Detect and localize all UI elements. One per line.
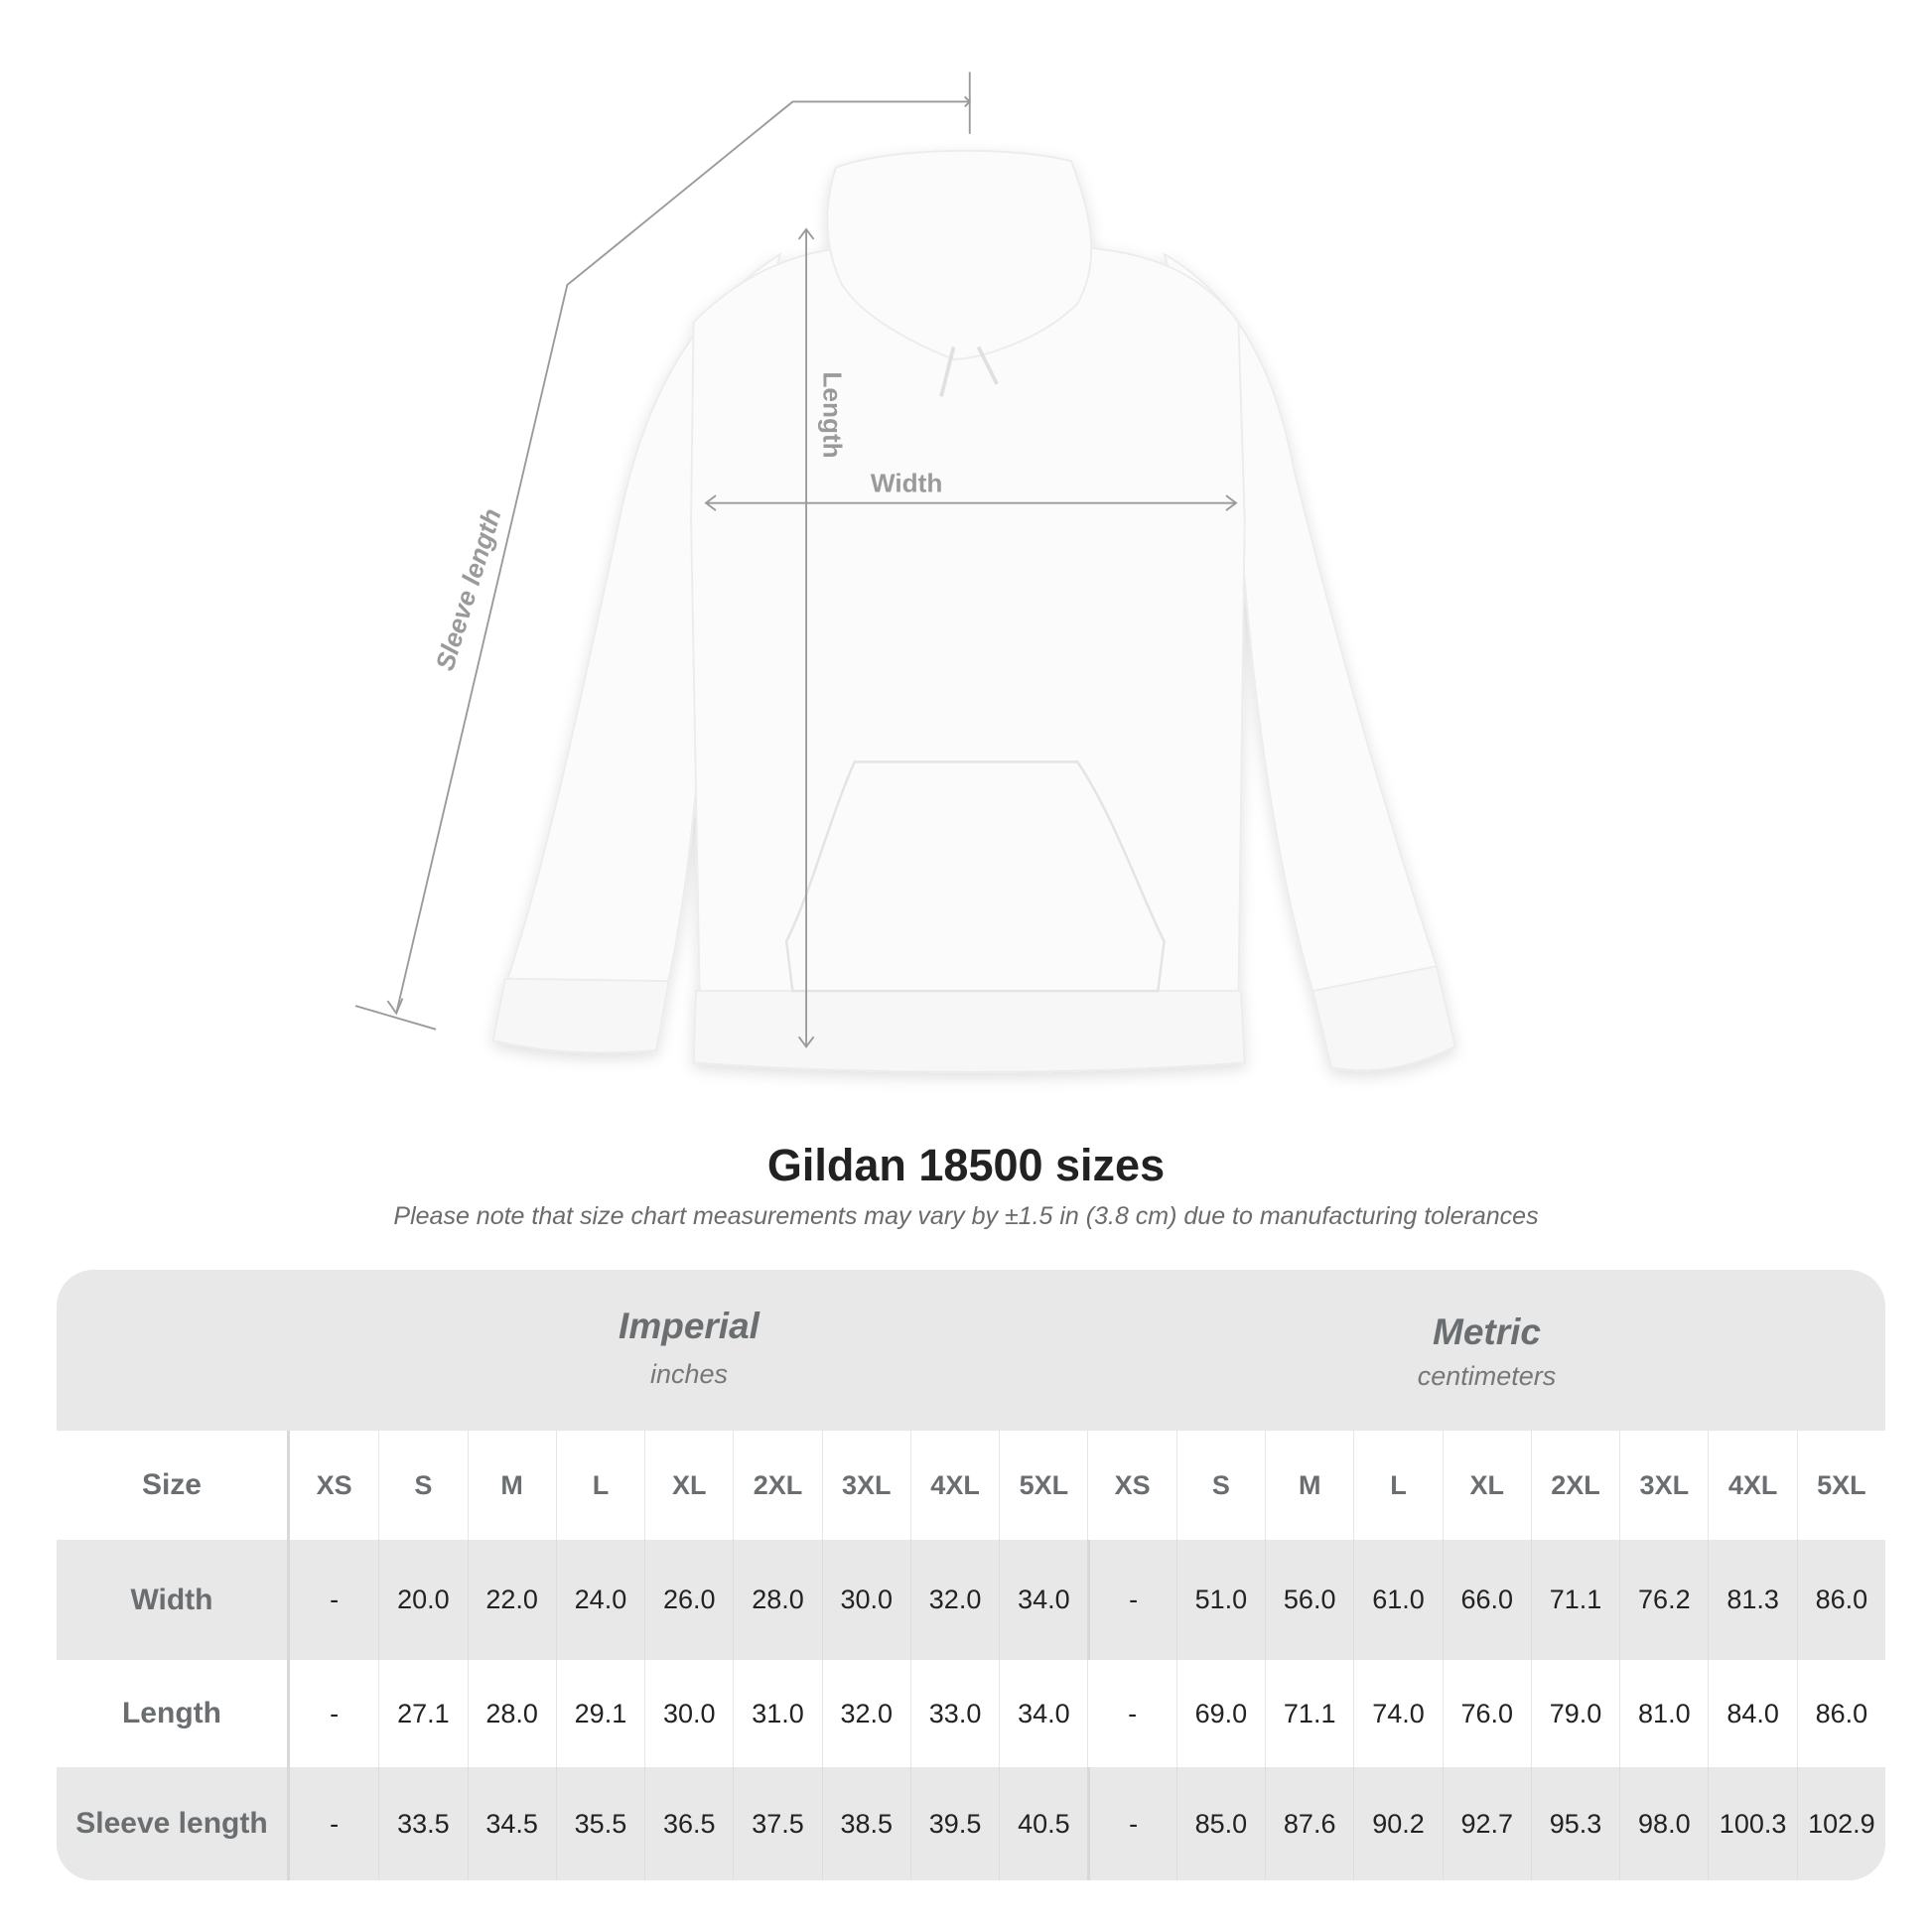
imperial-value-cell: 22.0	[467, 1540, 556, 1660]
metric-size-header: S	[1175, 1431, 1265, 1540]
metric-value-cell: 51.0	[1175, 1540, 1265, 1660]
metric-value-cell: 76.2	[1619, 1540, 1708, 1660]
metric-value-cell: 71.1	[1530, 1540, 1619, 1660]
imperial-value-cell: 28.0	[467, 1660, 556, 1767]
size-header-row: Size XS S M L XL 2XL 3XL 4XL 5XL XS S M L XL 2XL 3XL 4XL 5…	[57, 1431, 1885, 1540]
imperial-header: Imperial inches	[290, 1270, 1088, 1431]
imperial-value-cell: 20.0	[378, 1540, 467, 1660]
metric-value-cell: 86.0	[1796, 1540, 1885, 1660]
metric-value-cell: 71.1	[1265, 1660, 1353, 1767]
metric-value-cell: 81.0	[1619, 1660, 1708, 1767]
imperial-value-cell: 40.5	[999, 1767, 1087, 1880]
imperial-size-header: 3XL	[821, 1431, 910, 1540]
metric-value-cell: 76.0	[1442, 1660, 1531, 1767]
metric-value-cell: 66.0	[1442, 1540, 1531, 1660]
metric-value-cell: 95.3	[1530, 1767, 1619, 1880]
row-label: Length	[57, 1660, 290, 1767]
hoodie	[491, 149, 1456, 1073]
imperial-size-header: 4XL	[909, 1431, 999, 1540]
imperial-value-cell: 27.1	[378, 1660, 467, 1767]
row-label: Width	[57, 1540, 290, 1660]
imperial-value-cell: -	[330, 1585, 340, 1614]
metric-value-cell: -	[1087, 1540, 1175, 1660]
imperial-size-header: XS	[316, 1469, 352, 1500]
imperial-value-cell: 24.0	[555, 1540, 644, 1660]
metric-value-cell: 85.0	[1175, 1767, 1265, 1880]
imperial-value-cell: 31.0	[733, 1660, 821, 1767]
imperial-value-cell: 33.0	[909, 1660, 999, 1767]
metric-size-header: XS	[1087, 1431, 1175, 1540]
imperial-size-header: M	[467, 1431, 556, 1540]
metric-size-header: 3XL	[1619, 1431, 1708, 1540]
imperial-size-header: 2XL	[733, 1431, 821, 1540]
imperial-value-cell: 34.0	[999, 1660, 1087, 1767]
imperial-value-cell: 30.0	[644, 1660, 733, 1767]
metric-value-cell: 69.0	[1175, 1660, 1265, 1767]
imperial-value-cell: 36.5	[644, 1767, 733, 1880]
size-table: Imperial inches Metric centimeters Size X…	[57, 1270, 1885, 1880]
imperial-size-header: L	[555, 1431, 644, 1540]
width-label: Width	[871, 468, 942, 497]
imperial-value-cell: 35.5	[555, 1767, 644, 1880]
metric-value-cell: 102.9	[1796, 1767, 1885, 1880]
metric-value-cell: -	[1087, 1767, 1175, 1880]
metric-value-cell: 84.0	[1708, 1660, 1796, 1767]
metric-value-cell: 79.0	[1530, 1660, 1619, 1767]
table-row-length: Length -27.1 28.0 29.1 30.0 31.0 32.0 33.0 34.0-…	[57, 1660, 1885, 1767]
row-label: Size	[57, 1431, 290, 1540]
imperial-size-header: S	[378, 1431, 467, 1540]
metric-title: Metric	[1433, 1311, 1541, 1352]
length-label: Length	[818, 371, 848, 458]
imperial-value-cell: 34.5	[467, 1767, 556, 1880]
imperial-value-cell: 32.0	[909, 1540, 999, 1660]
metric-value-cell: 98.0	[1619, 1767, 1708, 1880]
metric-value-cell: 56.0	[1265, 1540, 1353, 1660]
metric-value-cell: 92.7	[1442, 1767, 1531, 1880]
imperial-value-cell: -	[330, 1698, 340, 1728]
imperial-value-cell: 28.0	[733, 1540, 821, 1660]
table-row-width: Width -20.0 22.0 24.0 26.0 28.0 30.0 32.0 34.0-5…	[57, 1540, 1885, 1660]
measurement-lines	[354, 71, 1238, 1048]
imperial-size-header: 5XL	[999, 1431, 1087, 1540]
imperial-value-cell: -	[330, 1808, 340, 1839]
metric-unit: centimeters	[1417, 1361, 1557, 1391]
imperial-value-cell: 33.5	[378, 1767, 467, 1880]
metric-size-header: 2XL	[1530, 1431, 1619, 1540]
metric-value-cell: 100.3	[1708, 1767, 1796, 1880]
metric-size-header: 4XL	[1708, 1431, 1796, 1540]
metric-value-cell: 61.0	[1353, 1540, 1442, 1660]
imperial-value-cell: 38.5	[821, 1767, 910, 1880]
imperial-value-cell: 26.0	[644, 1540, 733, 1660]
metric-value-cell: 90.2	[1353, 1767, 1442, 1880]
row-label: Sleeve length	[57, 1767, 290, 1880]
table-row-sleeve-length: Sleeve length - 33.5 34.5 35.5 36.5 37.5 38.5 39…	[57, 1767, 1885, 1880]
imperial-value-cell: 29.1	[555, 1660, 644, 1767]
page-title: Gildan 18500 sizes	[766, 1140, 1166, 1190]
metric-value-cell: 87.6	[1265, 1767, 1353, 1880]
metric-value-cell: 74.0	[1353, 1660, 1442, 1767]
imperial-unit: inches	[649, 1359, 729, 1389]
metric-size-header: XL	[1442, 1431, 1531, 1540]
imperial-value-cell: 37.5	[733, 1767, 821, 1880]
metric-size-header: 5XL	[1796, 1431, 1885, 1540]
metric-size-header: L	[1353, 1431, 1442, 1540]
metric-value-cell: 81.3	[1708, 1540, 1796, 1660]
imperial-value-cell: 39.5	[909, 1767, 999, 1880]
metric-value-cell: 86.0	[1796, 1660, 1885, 1767]
imperial-value-cell: 30.0	[821, 1540, 910, 1660]
imperial-value-cell: 32.0	[821, 1660, 910, 1767]
metric-value-cell: -	[1087, 1660, 1175, 1767]
metric-size-header: M	[1265, 1431, 1353, 1540]
tolerance-note: Please note that size chart measurements…	[393, 1202, 1539, 1230]
imperial-value-cell: 34.0	[999, 1540, 1087, 1660]
imperial-size-header: XL	[644, 1431, 733, 1540]
imperial-title: Imperial	[619, 1306, 759, 1346]
hoodie-illustration: Sleeve length Length Width	[354, 71, 1456, 1073]
metric-header: Metric centimeters	[1088, 1270, 1885, 1431]
